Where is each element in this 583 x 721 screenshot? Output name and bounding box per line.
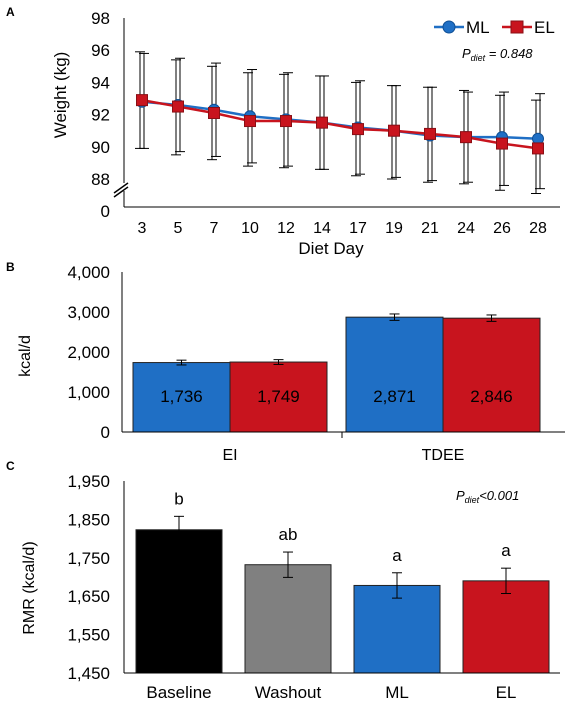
panel-a-ytick-label: 92 (91, 106, 110, 125)
panel-b-ytick-label: 3,000 (67, 303, 110, 322)
panel-c-ytick-label: 1,550 (67, 626, 110, 645)
panel-c-ytick-label: 1,850 (67, 510, 110, 529)
bar-baseline-significance-letter: b (174, 489, 183, 508)
panel-a-legend: ML EL (434, 18, 555, 37)
legend-ml-marker (442, 20, 456, 34)
bar-baseline (135, 529, 223, 674)
panel-a-ytick-label: 98 (91, 9, 110, 28)
bar-washout-significance-letter: ab (279, 525, 298, 544)
bar-washout (244, 564, 332, 674)
panel-c: C RMR (kcal/d) Pdiet<0.001 1,950 1,850 1,7… (6, 459, 560, 702)
panel-a-letter: A (6, 5, 15, 19)
panel-c-category-label: Washout (255, 683, 322, 702)
bar-ei-el (229, 361, 328, 433)
panel-c-pvalue: Pdiet<0.001 (456, 488, 519, 505)
bar-el (462, 580, 550, 674)
bar-el-significance-letter: a (501, 541, 511, 560)
panel-c-category-label: EL (496, 683, 517, 702)
panel-a: A Weight (kg) Diet Day 98 96 94 92 90 88 0 3 5 7… (6, 5, 560, 258)
legend-el-marker (510, 20, 524, 34)
panel-a-xtick-label: 10 (241, 220, 259, 237)
panel-b-ytick-label: 1,000 (67, 383, 110, 402)
panel-a-xtick-label: 26 (493, 220, 511, 237)
panel-c-ytick-label: 1,450 (67, 664, 110, 683)
panel-a-ytick-label: 0 (101, 202, 110, 221)
series-ml-line (141, 100, 539, 140)
panel-b-category-label: TDEE (422, 447, 465, 464)
series-el-point (244, 115, 256, 128)
series-el-point (424, 127, 436, 140)
panel-a-ytick-label: 88 (91, 170, 110, 189)
panel-a-ytick-label: 94 (91, 73, 110, 92)
panel-a-xtick-label: 24 (457, 220, 475, 237)
series-el-point (352, 123, 364, 136)
panel-b-ytick-label: 0 (101, 423, 110, 442)
panel-b-letter: B (6, 260, 15, 274)
panel-b-category-label: EI (222, 447, 237, 464)
panel-a-xtick-label: 3 (138, 220, 147, 237)
panel-b-ylabel: kcal/d (17, 335, 34, 377)
panel-c-letter: C (6, 459, 15, 473)
panel-a-xtick-label: 7 (210, 220, 219, 237)
bar-ei-el-value-label: 1,749 (257, 387, 300, 406)
panel-a-xtick-label: 12 (277, 220, 295, 237)
series-el-point (496, 137, 508, 150)
bar-tdee-el-value-label: 2,846 (470, 387, 513, 406)
panel-b-ytick-label: 4,000 (67, 263, 110, 282)
bar-tdee-ml (345, 316, 444, 433)
panel-a-xlabel: Diet Day (298, 239, 364, 258)
panel-a-xtick-label: 17 (349, 220, 367, 237)
series-el-point (460, 131, 472, 144)
panel-a-pvalue: Pdiet = 0.848 (462, 46, 533, 63)
series-el-point (532, 142, 544, 155)
panel-a-ytick-label: 90 (91, 138, 110, 157)
panel-c-category-label: ML (385, 683, 409, 702)
panel-a-axis-break-mark (113, 182, 129, 194)
legend-ml-label: ML (466, 18, 490, 37)
bar-ml-significance-letter: a (392, 546, 402, 565)
panel-a-xtick-label: 14 (313, 220, 331, 237)
bar-tdee-el (442, 317, 541, 433)
series-el-point (208, 106, 220, 119)
series-el-point (172, 100, 184, 113)
panel-c-ytick-label: 1,650 (67, 587, 110, 606)
panel-a-axis-break-mark (113, 186, 129, 198)
legend-el-label: EL (534, 18, 555, 37)
panel-a-xtick-label: 5 (174, 220, 183, 237)
series-el-point (280, 115, 292, 128)
series-el-point (388, 124, 400, 137)
panel-c-ytick-label: 1,750 (67, 549, 110, 568)
panel-a-ytick-label: 96 (91, 41, 110, 60)
panel-b: B kcal/d 4,000 3,000 2,000 1,000 0 1,736 1,74… (6, 260, 565, 464)
panel-b-ytick-label: 2,000 (67, 343, 110, 362)
bar-ml (353, 584, 441, 674)
panel-a-axis-break-gap (116, 183, 132, 191)
panel-a-ylabel: Weight (kg) (51, 52, 70, 139)
series-el-point (316, 116, 328, 129)
panel-c-category-label: Baseline (146, 683, 211, 702)
panel-a-xtick-label: 19 (385, 220, 403, 237)
panel-a-xtick-label: 28 (529, 220, 547, 237)
panel-c-ylabel: RMR (kcal/d) (21, 541, 38, 634)
series-el-point (136, 94, 148, 107)
panel-a-xtick-label: 21 (421, 220, 439, 237)
bar-ei-ml-value-label: 1,736 (160, 387, 203, 406)
panel-c-ytick-label: 1,950 (67, 472, 110, 491)
bar-tdee-ml-value-label: 2,871 (373, 387, 416, 406)
